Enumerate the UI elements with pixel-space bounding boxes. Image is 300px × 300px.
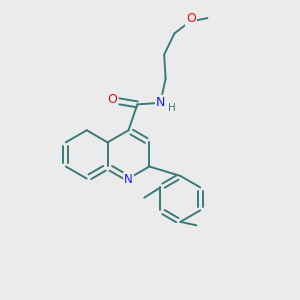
Text: O: O [108, 93, 118, 106]
Text: N: N [156, 96, 165, 109]
Text: N: N [124, 172, 133, 186]
Text: O: O [186, 13, 196, 26]
Text: H: H [168, 103, 176, 113]
